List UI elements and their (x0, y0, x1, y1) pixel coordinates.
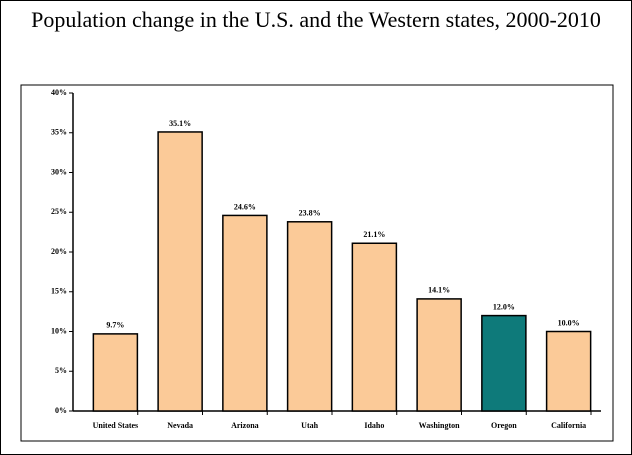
y-tick-label: 15% (51, 287, 67, 296)
bar (286, 221, 333, 412)
value-label: 35.1% (169, 119, 191, 128)
y-tick-label: 5% (55, 366, 67, 375)
bar (545, 330, 592, 412)
y-tick-label: 20% (51, 247, 67, 256)
value-label: 23.8% (299, 209, 321, 218)
x-tick-label: Arizona (231, 421, 259, 430)
chart-title: Population change in the U.S. and the We… (31, 7, 601, 32)
y-tick-label: 0% (55, 406, 67, 415)
bar (481, 314, 527, 412)
y-tick-label: 10% (51, 326, 67, 335)
x-tick-label: United States (93, 421, 139, 430)
bar (416, 298, 462, 412)
value-label: 14.1% (428, 286, 450, 295)
x-tick-label: Washington (419, 421, 460, 430)
value-label: 24.6% (234, 202, 256, 211)
x-tick-label: Nevada (167, 421, 193, 430)
bar (222, 214, 268, 412)
y-tick-label: 35% (51, 128, 67, 137)
y-tick-label: 40% (51, 88, 67, 97)
x-tick-label: California (551, 421, 586, 430)
bar (351, 242, 398, 412)
y-tick-label: 30% (51, 167, 67, 176)
bar (92, 333, 139, 412)
value-label: 12.0% (493, 302, 515, 311)
value-label: 9.7% (106, 321, 124, 330)
x-tick-label: Idaho (364, 421, 384, 430)
bar (157, 131, 203, 412)
value-label: 21.1% (363, 230, 385, 239)
value-label: 10.0% (558, 318, 580, 327)
x-tick-label: Oregon (491, 421, 517, 430)
x-tick-label: Utah (301, 421, 318, 430)
plot-frame (20, 84, 614, 442)
y-tick-label: 25% (51, 207, 67, 216)
